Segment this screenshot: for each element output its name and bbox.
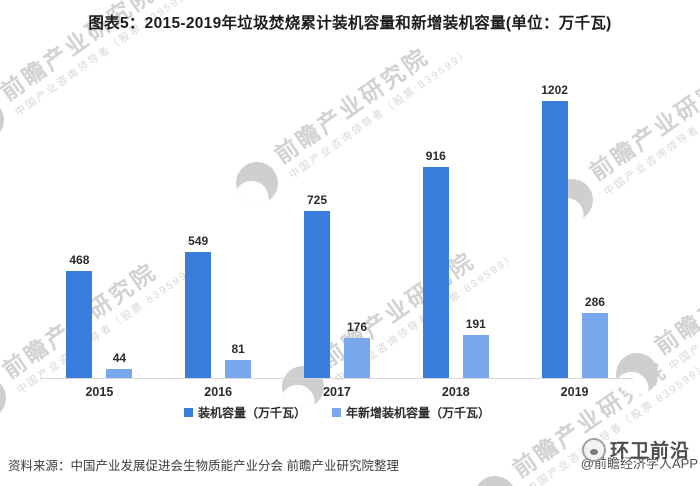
legend: 装机容量（万千瓦） 年新增装机容量（万千瓦） (40, 404, 634, 421)
bar-value-label: 916 (425, 149, 446, 164)
bar-group-2015: 468 44 (40, 70, 159, 379)
channel-logo-icon (582, 437, 606, 462)
bar-cumulative-capacity-2016 (185, 252, 212, 379)
x-tick-2016: 2016 (204, 385, 233, 399)
bar-value-label: 468 (69, 252, 90, 267)
bar-group-2019: 1202 286 (515, 70, 634, 379)
bar-col-cumulative-capacity-2016: 549 (185, 234, 212, 379)
bar-value-label: 191 (465, 316, 486, 331)
legend-label: 装机容量（万千瓦） (197, 406, 306, 420)
bar-new-capacity-2016 (225, 360, 252, 379)
x-axis-line (40, 378, 633, 379)
channel-name: 环卫前沿 (610, 441, 691, 462)
x-axis-ticks: 2015 2016 2017 2018 2019 (40, 385, 634, 399)
watermark-brand-text: 前瞻产业研究院 (649, 233, 700, 360)
chart-title: 图表5：2015-2019年垃圾焚烧累计装机容量和新增装机容量(单位：万千瓦) (88, 15, 612, 32)
bar-new-capacity-2017 (343, 338, 370, 379)
bar-cumulative-capacity-2019 (541, 101, 568, 379)
bar-cumulative-capacity-2015 (66, 270, 93, 379)
x-tick-2019: 2019 (560, 385, 589, 399)
bar-col-new-capacity-2015: 44 (106, 350, 133, 379)
legend-item-cumulative-capacity: 装机容量（万千瓦） (183, 404, 306, 421)
bar-col-cumulative-capacity-2015: 468 (66, 252, 93, 379)
x-tick-2015: 2015 (85, 385, 114, 399)
bar-group-2018: 916 191 (396, 70, 515, 379)
bar-value-label: 549 (188, 234, 209, 248)
brand-logo-icon (465, 467, 525, 486)
bar-value-label: 286 (584, 294, 605, 309)
source-text: 资料来源：中国产业发展促进会生物质能产业分会 前瞻产业研究院整理 (8, 459, 399, 473)
x-tick-2017: 2017 (323, 385, 351, 399)
bar-value-label: 725 (306, 193, 327, 208)
legend-item-new-capacity: 年新增装机容量（万千瓦） (332, 404, 490, 421)
bar-col-new-capacity-2017: 176 (343, 320, 370, 379)
watermark-tagline-text: 中国产业咨询领导者（股票:839599） (667, 237, 700, 373)
bar-new-capacity-2019 (581, 312, 608, 379)
bar-cumulative-capacity-2017 (303, 211, 330, 379)
bar-new-capacity-2015 (106, 368, 133, 379)
x-tick-2018: 2018 (441, 385, 470, 399)
bar-col-cumulative-capacity-2019: 1202 (541, 83, 568, 379)
bar-col-cumulative-capacity-2017: 725 (303, 193, 330, 379)
bar-value-label: 176 (346, 320, 367, 335)
bar-group-2016: 549 81 (159, 70, 278, 379)
brand-logo-icon (0, 90, 13, 150)
bar-group-2017: 725 176 (278, 70, 397, 379)
bar-cumulative-capacity-2018 (422, 167, 449, 379)
bar-value-label: 1202 (541, 83, 568, 97)
legend-swatch (332, 408, 341, 417)
credit-text: @前瞻经济学人APP (580, 456, 698, 471)
bar-col-cumulative-capacity-2018: 916 (422, 149, 449, 379)
bar-new-capacity-2018 (462, 334, 489, 379)
brand-logo-icon (0, 368, 15, 428)
watermark-text-block: 前瞻产业研究院中国产业咨询领导者（股票:839599） (650, 214, 700, 374)
bar-value-label: 44 (112, 350, 127, 365)
channel-badge: 环卫前沿 (582, 436, 690, 463)
bar-value-label: 81 (231, 342, 245, 357)
plot-area: 468 44 549 81 725 176 916 191 1202 286 (40, 70, 634, 379)
legend-label: 年新增装机容量（万千瓦） (346, 406, 491, 420)
bar-col-new-capacity-2016: 81 (225, 342, 252, 379)
bar-col-new-capacity-2018: 191 (462, 316, 489, 379)
legend-swatch (183, 408, 193, 417)
bar-col-new-capacity-2019: 286 (581, 294, 608, 379)
